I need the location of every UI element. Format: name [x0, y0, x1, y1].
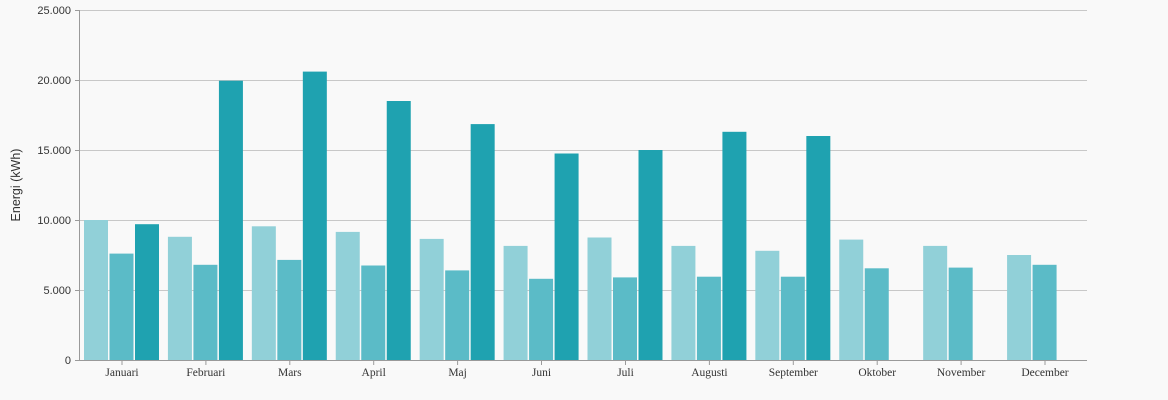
bar-februari-series-2 — [193, 264, 218, 360]
bar-juni-series-3 — [554, 153, 579, 360]
x-tick-label-mars: Mars — [278, 367, 302, 379]
bar-januari-series-2 — [109, 253, 134, 360]
y-tick-label: 20.000 — [37, 75, 71, 87]
bar-juni-series-1 — [503, 245, 528, 360]
bar-december-series-2 — [1032, 264, 1057, 360]
bars — [84, 71, 1057, 360]
bar-juli-series-3 — [638, 150, 663, 360]
bar-april-series-2 — [361, 265, 386, 360]
y-axis-title: Energi (kWh) — [9, 149, 23, 222]
bar-februari-series-1 — [167, 236, 192, 360]
bar-juli-series-2 — [613, 277, 637, 360]
x-tick-label-december: December — [1021, 367, 1068, 379]
bar-december-series-1 — [1007, 255, 1032, 360]
bar-maj-series-3 — [470, 124, 495, 360]
x-tick-label-maj: Maj — [448, 367, 467, 379]
x-tick-label-januari: Januari — [105, 367, 138, 379]
bar-oktober-series-2 — [864, 268, 889, 360]
bar-oktober-series-1 — [839, 239, 864, 360]
x-tick-label-september: September — [769, 367, 818, 379]
bar-november-series-2 — [948, 267, 973, 360]
y-tick-label: 10.000 — [37, 215, 71, 227]
bar-augusti-series-2 — [696, 276, 721, 360]
x-tick-label-oktober: Oktober — [858, 367, 896, 379]
x-tick-label-augusti: Augusti — [691, 367, 727, 379]
bar-februari-series-3 — [218, 80, 243, 360]
y-tick-label: 15.000 — [37, 145, 71, 157]
x-tick-label-november: November — [937, 367, 986, 379]
bar-maj-series-1 — [419, 238, 444, 360]
grid-lines — [80, 10, 1087, 291]
bar-september-series-2 — [780, 276, 805, 360]
y-axis: 0 5.000 10.000 15.000 20.000 25.000 — [37, 5, 80, 367]
bar-mars-series-2 — [277, 259, 302, 360]
x-tick-label-februari: Februari — [186, 367, 225, 379]
bar-mars-series-1 — [251, 226, 276, 360]
y-tick-label: 0 — [65, 355, 71, 367]
bar-augusti-series-3 — [722, 131, 747, 360]
x-tick-label-april: April — [362, 367, 386, 379]
x-tick-label-juni: Juni — [532, 367, 551, 379]
bar-januari-series-3 — [135, 224, 159, 360]
bar-juli-series-1 — [587, 237, 612, 360]
bar-augusti-series-1 — [671, 245, 696, 360]
bar-maj-series-2 — [445, 270, 470, 360]
bar-april-series-3 — [386, 101, 411, 360]
bar-januari-series-1 — [84, 220, 108, 360]
y-tick-label: 5.000 — [43, 285, 71, 297]
x-tick-label-juli: Juli — [617, 367, 634, 379]
bar-september-series-3 — [806, 136, 831, 360]
bar-november-series-1 — [923, 245, 948, 360]
bar-juni-series-2 — [529, 278, 554, 360]
bar-september-series-1 — [755, 250, 780, 360]
bar-mars-series-3 — [302, 71, 327, 360]
y-tick-label: 25.000 — [37, 5, 71, 17]
bar-april-series-1 — [335, 231, 360, 360]
x-axis: Januari Februari Mars April Maj Juni Juli Augus… — [79, 360, 1087, 379]
